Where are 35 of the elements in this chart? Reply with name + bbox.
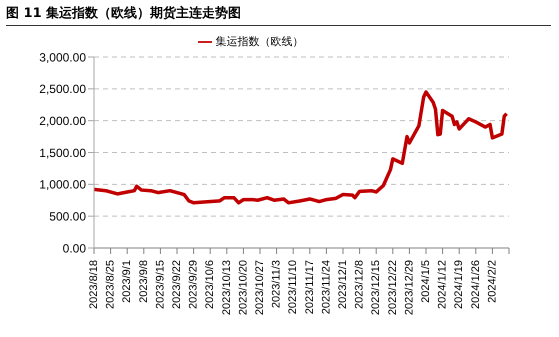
x-tick-label: 2024/1/5 bbox=[420, 260, 432, 303]
chart-title: 图 11 集运指数（欧线）期货主连走势图 bbox=[6, 4, 551, 26]
x-tick-label: 2023/12/15 bbox=[370, 260, 382, 316]
x-tick-label: 2023/11/10 bbox=[287, 260, 300, 314]
x-tick-label: 2023/10/6 bbox=[204, 260, 216, 309]
x-tick-label: 2023/12/22 bbox=[386, 260, 399, 316]
x-tick-label: 2023/9/22 bbox=[171, 260, 183, 309]
x-tick-label: 2023/11/3 bbox=[270, 260, 283, 308]
x-tick-label: 2024/2/2 bbox=[486, 260, 498, 303]
y-tick-label: 3,000.00 bbox=[39, 50, 86, 64]
y-tick-label: 1,000.00 bbox=[39, 178, 86, 192]
x-tick-label: 2023/9/1 bbox=[121, 260, 134, 303]
x-tick-label: 2023/10/20 bbox=[237, 260, 250, 316]
x-tick-label: 2024/1/19 bbox=[453, 260, 466, 309]
x-tick-label: 2023/9/8 bbox=[138, 260, 150, 303]
x-tick-label: 2024/1/26 bbox=[470, 260, 482, 309]
x-tick-label: 2023/8/25 bbox=[104, 260, 117, 309]
y-tick-label: 0.00 bbox=[62, 241, 86, 256]
x-tick-label: 2023/12/29 bbox=[403, 260, 416, 316]
x-tick-label: 2023/8/18 bbox=[88, 260, 100, 309]
legend-label: 集运指数（欧线） bbox=[216, 35, 304, 48]
x-tick-label: 2023/11/17 bbox=[304, 260, 316, 314]
x-tick-label: 2023/9/29 bbox=[188, 260, 200, 309]
x-tick-label: 2023/10/27 bbox=[254, 260, 266, 316]
line-series bbox=[94, 90, 508, 205]
x-tick-label: 2023/9/15 bbox=[154, 260, 166, 309]
x-tick-label: 2023/12/1 bbox=[337, 260, 349, 309]
x-tick-label: 2023/10/13 bbox=[220, 260, 233, 316]
y-tick-label: 1,500.00 bbox=[39, 146, 86, 160]
x-tick-label: 2024/1/12 bbox=[436, 260, 449, 309]
x-tick-label: 2023/11/24 bbox=[320, 260, 332, 314]
y-tick-label: 2,000.00 bbox=[39, 114, 86, 128]
y-tick-label: 500.00 bbox=[49, 209, 86, 224]
y-tick-label: 2,500.00 bbox=[39, 82, 86, 96]
x-tick-label: 2023/12/8 bbox=[354, 260, 366, 309]
